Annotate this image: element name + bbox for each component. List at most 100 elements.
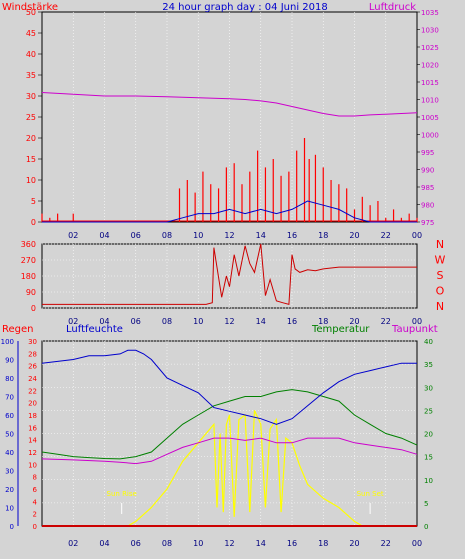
temperature-tick-label: 15 [424,454,433,462]
compass-letter: S [437,269,444,282]
x-tick-label: 22 [381,317,391,326]
direction-axis: 0 90 180 270 360 [21,240,36,313]
pressure-tick-label: 980 [421,202,434,210]
rain-tick-label: 0 [10,523,14,531]
wind-tick-label: 15 [26,155,36,164]
pressure-tick-label: 1010 [421,97,439,105]
humidity-tick-label: 28 [28,350,37,358]
wind-time-axis: 02 04 06 08 10 12 14 16 18 20 22 00 [68,231,422,240]
wind-direction-line [42,243,417,306]
x-tick-label: 16 [287,231,297,240]
x-tick-label: 18 [318,231,328,240]
x-tick-label: 10 [193,539,203,548]
x-tick-label: 00 [412,317,422,326]
pressure-tick-label: 1015 [421,79,439,87]
rain-label: Regen [2,324,34,335]
x-tick-label: 10 [193,231,203,240]
direction-series [42,243,417,306]
compass-letter: N [436,238,444,251]
temperature-tick-label: 25 [424,407,433,415]
dewpoint-label: Taupunkt [391,324,438,335]
x-tick-label: 16 [287,539,297,548]
x-tick-label: 10 [193,317,203,326]
pressure-tick-label: 985 [421,184,434,192]
temperature-tick-label: 5 [424,500,428,508]
humidity-tick-label: 22 [28,387,37,395]
humidity-tick-label: 4 [33,498,38,506]
direction-tick-label: 360 [21,240,36,249]
humidity-label: Luftfeuchte [66,324,123,335]
humidity-tick-label: 8 [33,474,37,482]
x-tick-label: 04 [99,317,109,326]
x-tick-label: 22 [381,539,391,548]
pressure-tick-label: 1005 [421,114,439,122]
wind-average-line [42,200,417,223]
wind-tick-label: 5 [31,197,36,206]
rain-tick-label: 80 [5,375,14,383]
sun-time-label: Sun Rise [107,490,137,498]
temperature-tick-label: 35 [424,361,433,369]
x-tick-label: 02 [68,539,78,548]
rain-tick-label: 100 [1,338,14,346]
pressure-axis: 975 980 985 990 995 1000 1005 1010 1015 1020 1025 1… [417,9,439,227]
x-tick-label: 18 [318,539,328,548]
rain-tick-label: 90 [5,357,14,365]
x-tick-label: 02 [68,317,78,326]
x-tick-label: 12 [224,317,234,326]
x-tick-label: 18 [318,317,328,326]
direction-grid [42,243,417,309]
direction-tick-label: 0 [31,304,36,313]
humidity-tick-label: 2 [33,511,37,519]
x-tick-label: 06 [131,317,141,326]
direction-tick-label: 180 [21,272,36,281]
x-tick-label: 14 [256,317,266,326]
humidity-tick-label: 6 [33,486,38,494]
wind-tick-label: 40 [26,50,36,59]
wind-tick-label: 30 [26,92,36,101]
temperature-line [41,389,418,460]
temperature-tick-label: 20 [424,431,433,439]
pressure-tick-label: 1025 [421,44,439,52]
wind-tick-label: 20 [26,134,36,143]
pressure-tick-label: 1000 [421,132,439,140]
wind-tick-label: 50 [26,8,36,17]
temperature-axis: 0 5 10 15 20 25 30 35 40 [424,338,433,531]
x-tick-label: 08 [162,231,172,240]
rain-tick-label: 60 [5,412,14,420]
compass-letter: O [436,285,445,298]
direction-tick-label: 90 [26,288,36,297]
x-tick-label: 08 [162,539,172,548]
pressure-tick-label: 1035 [421,9,439,17]
x-tick-label: 20 [349,231,359,240]
wind-tick-label: 25 [26,113,36,122]
humidity-tick-label: 18 [28,412,37,420]
wind-tick-label: 10 [26,176,36,185]
pressure-tick-label: 995 [421,149,434,157]
humidity-tick-label: 12 [28,449,37,457]
humidity-tick-label: 26 [28,363,37,371]
rain-tick-label: 70 [5,394,14,402]
pressure-label: Luftdruck [369,2,416,13]
direction-time-axis: 02 04 06 08 10 12 14 16 18 20 22 00 [68,317,422,326]
x-tick-label: 12 [224,539,234,548]
humidity-tick-label: 24 [28,375,37,383]
x-tick-label: 14 [256,539,266,548]
x-tick-label: 14 [256,231,266,240]
chart-title: 24 hour graph day : 04 Juni 2018 [162,2,328,13]
pressure-tick-label: 990 [421,167,434,175]
sun-annotations: Sun Rise Sun Set [107,490,384,514]
rain-tick-label: 30 [5,468,14,476]
humidity-tick-label: 10 [28,461,37,469]
wind-speed-axis: 0 5 10 15 20 25 30 35 40 45 50 [26,8,42,227]
x-tick-label: 06 [131,539,141,548]
pressure-line [41,92,418,117]
pressure-tick-label: 975 [421,219,434,227]
compass-letter: N [436,300,444,313]
x-tick-label: 22 [381,231,391,240]
temperature-label: Temperatur [311,324,370,335]
humidity-tick-label: 20 [28,400,37,408]
